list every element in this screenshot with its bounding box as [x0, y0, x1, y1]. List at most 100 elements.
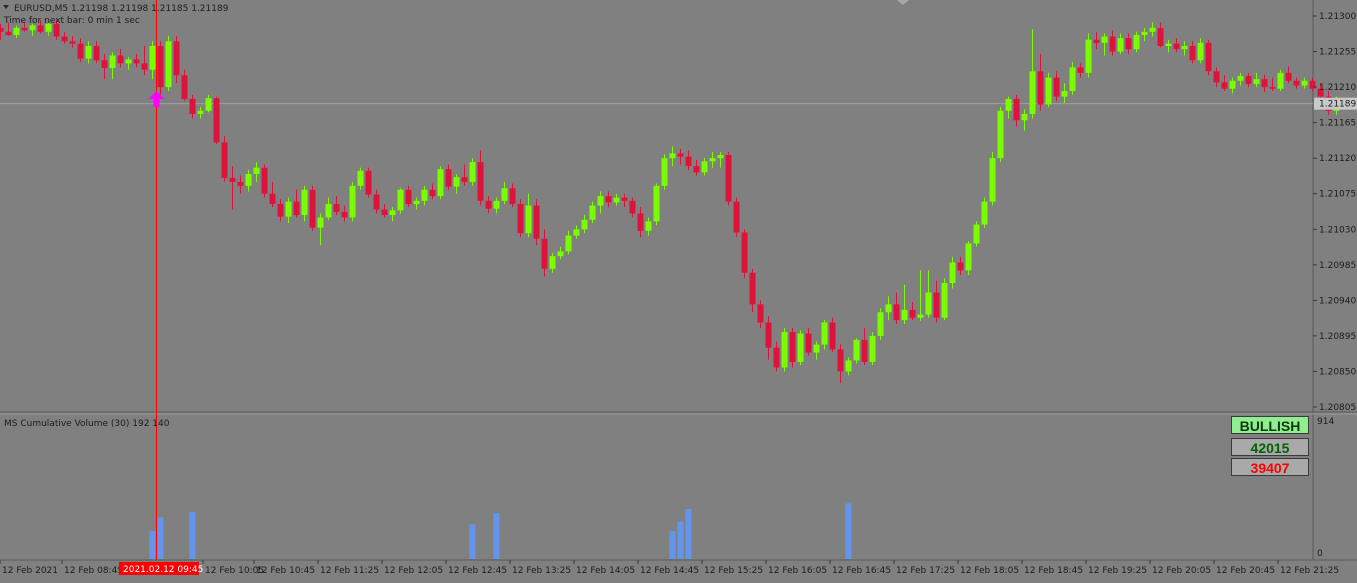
- volume-bar: [669, 531, 676, 559]
- collapse-triangle-icon[interactable]: [3, 5, 9, 9]
- candle-body: [821, 322, 828, 345]
- time-tick-label: 12 Feb 08:45: [64, 566, 123, 576]
- candle-body: [285, 201, 292, 217]
- candle-body: [1229, 80, 1236, 89]
- time-tick-label: 12 Feb 11:25: [320, 566, 379, 576]
- volume-bar: [157, 517, 164, 559]
- candle-body: [21, 27, 28, 31]
- candle-body: [221, 142, 228, 178]
- time-tick-label: 12 Feb 18:45: [1024, 566, 1083, 576]
- candle-body: [85, 46, 92, 59]
- candle-body: [101, 60, 108, 69]
- candle-body: [413, 200, 420, 204]
- candle-body: [1037, 71, 1044, 105]
- candle-body: [1077, 67, 1084, 73]
- candle-body: [405, 189, 412, 204]
- candle-body: [1253, 79, 1260, 84]
- candle-body: [573, 229, 580, 236]
- candle-body: [277, 203, 284, 217]
- candle-body: [589, 205, 596, 220]
- time-tick-label: 12 Feb 16:05: [768, 566, 827, 576]
- candle-body: [341, 211, 348, 218]
- candle-body: [429, 189, 436, 197]
- candle-body: [637, 213, 644, 231]
- candle-body: [565, 235, 572, 252]
- candle-body: [1173, 43, 1180, 50]
- candle-body: [909, 309, 916, 318]
- candle-body: [1245, 76, 1252, 84]
- current-price-tag: [1314, 97, 1357, 110]
- candle-body: [0, 27, 4, 32]
- current-price-label: 1.21189: [1319, 100, 1356, 110]
- candle-body: [37, 25, 44, 32]
- candle-body: [1293, 80, 1300, 86]
- volume-bar: [149, 531, 156, 559]
- candles-layer: [0, 19, 1340, 384]
- candle-body: [701, 161, 708, 173]
- price-tick-label: 1.21075: [1319, 190, 1356, 200]
- candle-body: [877, 312, 884, 336]
- candle-body: [325, 203, 332, 218]
- time-tick-label: 12 Feb 12:05: [384, 566, 443, 576]
- candle-body: [973, 224, 980, 244]
- candle-body: [933, 292, 940, 318]
- symbol-header: EURUSD,M5 1.21198 1.21198 1.21185 1.2118…: [14, 4, 229, 14]
- candle-body: [189, 98, 196, 114]
- candle-body: [493, 200, 500, 209]
- time-tick-label: 12 Feb 14:45: [640, 566, 699, 576]
- candle-body: [765, 322, 772, 348]
- candle-body: [1213, 71, 1220, 83]
- candle-body: [261, 167, 268, 194]
- price-tick-label: 1.21120: [1319, 154, 1356, 164]
- candle-body: [629, 200, 636, 214]
- scroll-marker-icon[interactable]: [897, 0, 909, 5]
- candle-body: [1069, 67, 1076, 92]
- candle-body: [445, 169, 452, 187]
- candle-body: [773, 347, 780, 368]
- candle-body: [1117, 38, 1124, 52]
- candle-body: [989, 158, 996, 202]
- candle-body: [453, 177, 460, 187]
- candle-body: [813, 344, 820, 353]
- candle-body: [669, 153, 676, 159]
- candle-body: [117, 55, 124, 64]
- chart-frame: [0, 0, 1357, 561]
- time-tick-label: 12 Feb 16:45: [832, 566, 891, 576]
- candle-body: [981, 201, 988, 225]
- candle-body: [541, 238, 548, 269]
- price-tick-label: 1.20940: [1319, 296, 1356, 306]
- buy-arrow-shape: [148, 90, 165, 107]
- candle-body: [1189, 46, 1196, 61]
- time-tick-label: 12 Feb 21:25: [1280, 566, 1339, 576]
- time-tick-label: 12 Feb 20:45: [1216, 566, 1275, 576]
- candle-body: [1045, 77, 1052, 105]
- candle-body: [301, 189, 308, 216]
- candle-body: [149, 46, 156, 70]
- candle-body: [501, 188, 508, 201]
- candle-body: [525, 205, 532, 234]
- candle-body: [61, 36, 68, 42]
- candle-body: [197, 110, 204, 114]
- candle-body: [717, 155, 724, 159]
- candle-body: [925, 292, 932, 315]
- candle-body: [1317, 88, 1324, 97]
- candle-body: [709, 158, 716, 162]
- candle-body: [757, 304, 764, 323]
- candle-body: [685, 156, 692, 167]
- candle-body: [141, 63, 148, 70]
- candle-body: [77, 43, 84, 59]
- volume-bar: [685, 508, 692, 559]
- volume-bar: [189, 511, 196, 559]
- time-tick-label: 12 Feb 14:05: [576, 566, 635, 576]
- candle-body: [93, 46, 100, 61]
- price-tick-label: 1.21030: [1319, 225, 1356, 235]
- candle-body: [861, 339, 868, 362]
- volume-layer: [149, 503, 852, 559]
- candle-body: [829, 322, 836, 350]
- candle-body: [885, 304, 892, 313]
- volume-bar: [677, 521, 684, 559]
- candle-body: [1085, 39, 1092, 73]
- candle-body: [1261, 79, 1268, 88]
- candle-body: [53, 23, 60, 37]
